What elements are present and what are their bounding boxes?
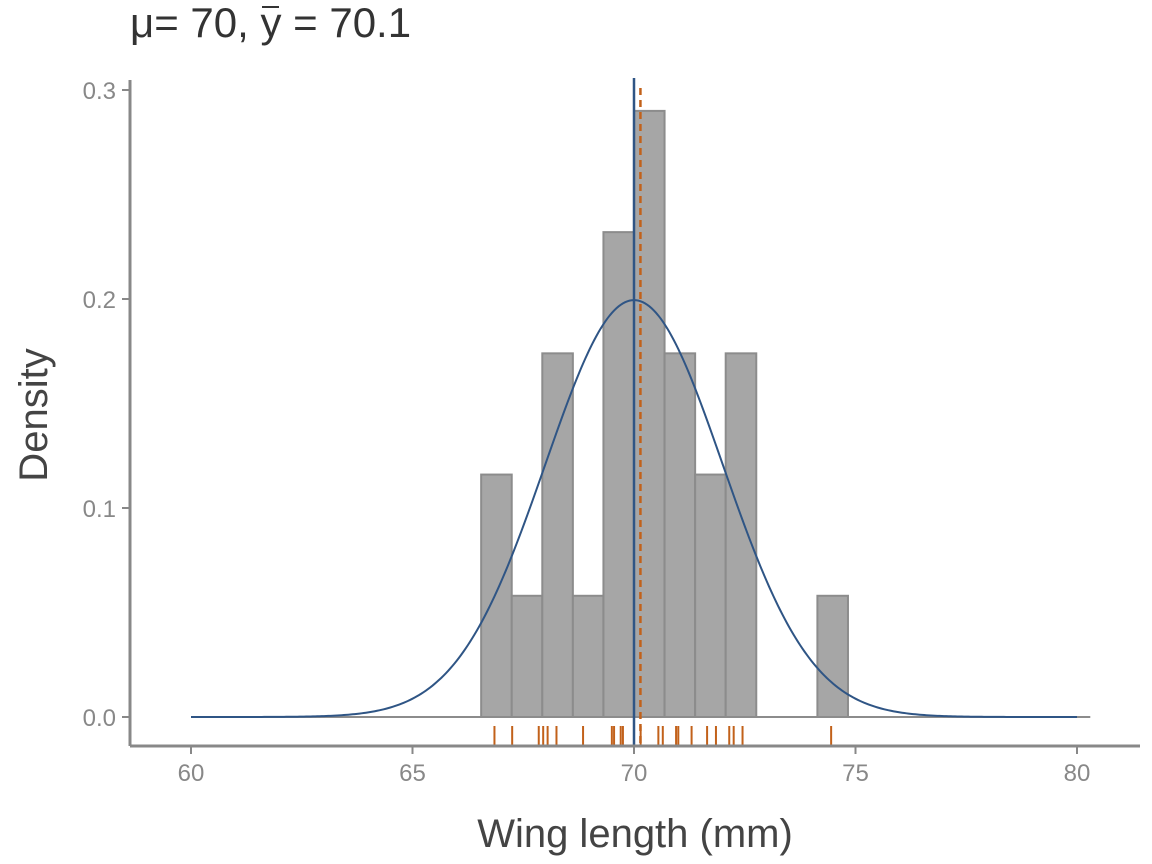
y-tick-label: 0.1 — [83, 496, 116, 523]
histogram-bar — [510, 594, 544, 719]
y-tick-label: 0.3 — [83, 78, 116, 105]
histogram-bar — [816, 594, 849, 719]
histogram-bar — [724, 352, 758, 718]
x-tick-label: 80 — [1064, 760, 1091, 787]
histogram-bar — [633, 109, 666, 718]
x-axis-title: Wing length (mm) — [477, 812, 793, 856]
title-ybar-symbol: y — [260, 0, 281, 46]
y-tick-label: 0.2 — [83, 287, 116, 314]
histogram-bars — [480, 109, 849, 719]
histogram-bar — [480, 473, 513, 718]
title-ybar-text: = 70.1 — [281, 0, 412, 46]
y-tick-label: 0.0 — [83, 705, 116, 732]
title-mu-symbol: μ — [130, 0, 155, 46]
histogram-bar — [541, 352, 574, 718]
x-tick-label: 60 — [178, 760, 205, 787]
histogram-bar — [571, 594, 605, 719]
axes — [122, 80, 1140, 754]
x-tick-label: 75 — [842, 760, 869, 787]
chart-title: μ= 70, y = 70.1 — [130, 0, 411, 46]
histogram-bar — [602, 231, 635, 718]
title-ybar-letter: y — [260, 0, 282, 46]
histogram-bar — [694, 473, 727, 718]
histogram-bar — [663, 352, 697, 718]
x-tick-label: 65 — [399, 760, 426, 787]
y-axis-title: Density — [12, 348, 56, 481]
rug-ticks — [493, 726, 833, 746]
x-tick-label: 70 — [621, 760, 648, 787]
reference-lines — [632, 78, 642, 746]
title-mu-text: = 70, — [154, 0, 261, 46]
overline-mark — [262, 6, 280, 8]
tick-labels: 60 65 70 75 80 0.0 0.1 0.2 0.3 — [83, 78, 1091, 787]
